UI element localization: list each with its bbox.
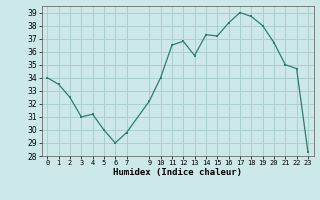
X-axis label: Humidex (Indice chaleur): Humidex (Indice chaleur) <box>113 168 242 177</box>
